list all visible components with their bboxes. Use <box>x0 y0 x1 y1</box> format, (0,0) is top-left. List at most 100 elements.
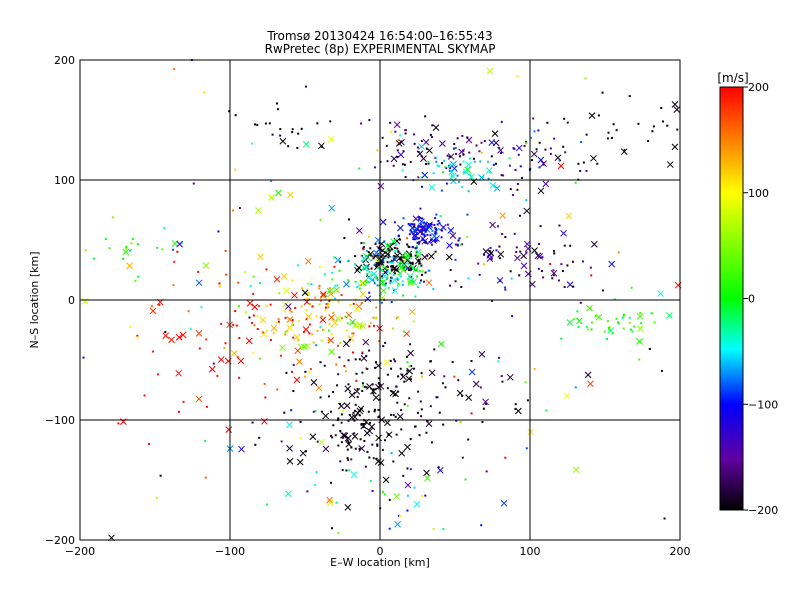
data-point <box>363 429 371 437</box>
data-point <box>472 380 480 388</box>
data-point <box>372 394 380 401</box>
data-point <box>490 155 493 158</box>
data-point <box>358 279 366 287</box>
data-point <box>577 162 580 165</box>
data-point <box>515 246 518 249</box>
data-point <box>510 277 513 280</box>
data-point <box>225 273 228 276</box>
data-point <box>478 273 481 276</box>
data-point <box>424 271 427 274</box>
data-point <box>361 389 364 392</box>
data-point <box>418 225 421 228</box>
data-point <box>378 381 381 384</box>
data-point <box>590 321 593 324</box>
data-point <box>372 388 375 391</box>
data-point <box>596 162 599 165</box>
data-point <box>440 229 443 232</box>
data-point <box>155 496 158 499</box>
data-point <box>362 242 365 245</box>
data-point <box>482 263 485 266</box>
data-point <box>319 292 327 300</box>
data-point <box>347 459 350 462</box>
data-point <box>245 337 253 345</box>
data-point <box>406 494 409 497</box>
data-point <box>523 144 526 147</box>
data-point <box>265 329 268 332</box>
data-point <box>475 144 478 147</box>
data-point <box>526 399 529 402</box>
data-point <box>312 341 315 344</box>
data-point <box>187 310 190 313</box>
data-point <box>339 460 342 463</box>
data-point <box>520 262 528 270</box>
data-point <box>485 167 493 174</box>
data-point <box>223 346 226 349</box>
data-point <box>597 114 600 117</box>
data-point <box>334 284 337 287</box>
data-point <box>461 186 464 189</box>
data-point <box>421 171 429 179</box>
data-point <box>393 255 396 258</box>
data-point <box>572 466 580 474</box>
data-point <box>278 292 281 295</box>
data-point <box>481 421 484 424</box>
data-point <box>493 184 501 192</box>
data-point <box>415 275 418 278</box>
data-point <box>216 374 219 377</box>
data-point <box>338 260 341 263</box>
data-point <box>587 328 590 331</box>
data-point <box>411 226 419 234</box>
data-point <box>610 136 613 139</box>
data-point <box>279 128 282 131</box>
data-point <box>421 232 424 235</box>
data-point <box>108 247 111 250</box>
plot-frame <box>79 59 681 541</box>
data-point <box>511 193 514 196</box>
data-point <box>406 509 409 512</box>
data-point <box>337 402 345 410</box>
data-point <box>400 428 403 431</box>
data-point <box>292 336 295 339</box>
data-point <box>238 376 241 379</box>
data-point <box>566 121 569 124</box>
data-point <box>301 289 309 297</box>
data-point <box>369 480 372 483</box>
data-point <box>406 267 409 270</box>
data-point <box>435 156 438 159</box>
data-point <box>320 145 323 148</box>
data-point <box>414 247 417 250</box>
data-point <box>156 246 159 249</box>
data-point <box>392 327 395 330</box>
data-point <box>470 412 473 415</box>
data-point <box>513 232 516 235</box>
data-point <box>436 164 439 167</box>
data-point <box>666 124 669 127</box>
data-point <box>438 411 441 414</box>
data-point <box>399 367 402 370</box>
data-point <box>307 298 310 301</box>
data-point <box>590 240 598 248</box>
data-point <box>258 304 261 307</box>
data-point <box>261 417 268 425</box>
data-point <box>462 171 465 174</box>
data-point <box>319 265 322 268</box>
data-point <box>163 227 166 230</box>
data-point <box>365 274 373 281</box>
data-point <box>406 467 409 470</box>
data-point <box>380 255 383 258</box>
data-point <box>309 433 317 441</box>
data-point <box>249 284 252 287</box>
data-point <box>611 332 614 335</box>
data-point <box>373 249 380 257</box>
data-point <box>509 270 512 273</box>
data-point <box>361 352 364 355</box>
data-point <box>225 426 233 434</box>
y-axis-label: N–S location [km] <box>28 251 41 348</box>
data-point <box>380 268 383 271</box>
data-point <box>217 356 225 363</box>
data-point <box>345 469 348 472</box>
data-point <box>418 262 421 265</box>
data-point <box>411 223 414 226</box>
data-point <box>497 360 500 363</box>
data-point <box>500 120 503 123</box>
